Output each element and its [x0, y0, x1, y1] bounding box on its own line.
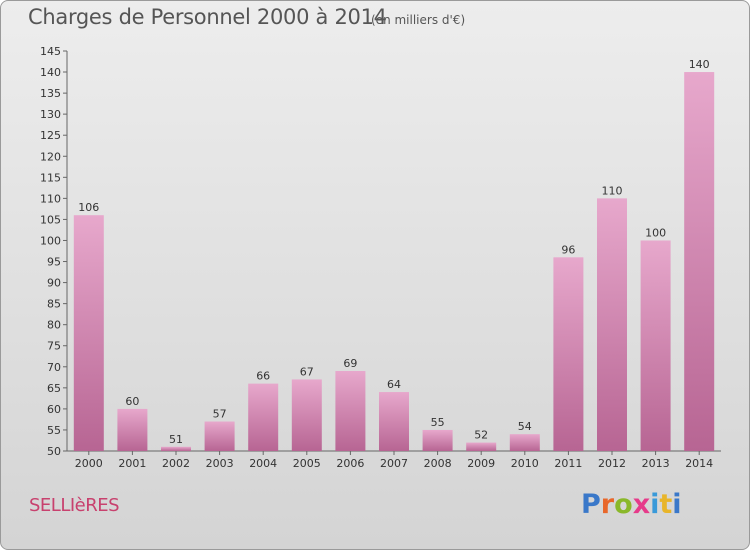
bar-2004	[248, 383, 279, 451]
y-axis: 50 55 60 65 70 75 80 85 90 95 100 105 110 115 120 125 13…	[40, 45, 68, 458]
brand-logo: Proxiti	[581, 489, 682, 520]
y-tick-label: 125	[40, 129, 61, 142]
y-tick-label: 135	[40, 87, 61, 100]
data-label-2011: 96	[561, 243, 575, 256]
data-label-2008: 55	[431, 416, 445, 429]
x-tick-label-2009: 2009	[467, 457, 495, 470]
brand-logo-letter: i	[672, 489, 682, 520]
y-tick-label: 105	[40, 213, 61, 226]
y-tick-label: 115	[40, 171, 61, 184]
y-tick-label: 85	[47, 298, 61, 311]
bar-2002	[161, 446, 191, 451]
data-label-2014: 140	[689, 58, 710, 71]
brand-logo-letter: t	[659, 489, 673, 520]
brand-logo-letter: r	[600, 489, 615, 520]
x-tick-label-2007: 2007	[380, 457, 408, 470]
y-tick-label: 120	[40, 150, 61, 163]
bar-2010	[509, 434, 540, 451]
y-tick-label: 55	[47, 424, 61, 437]
y-tick-label: 100	[40, 234, 61, 247]
y-tick-label: 75	[47, 340, 61, 353]
data-label-2013: 100	[645, 226, 666, 239]
y-tick-label: 140	[40, 66, 61, 79]
brand-logo-letter: o	[614, 489, 633, 520]
y-tick-label: 80	[47, 319, 61, 332]
bar-2000	[73, 215, 104, 451]
y-tick-label: 110	[40, 192, 61, 205]
x-tick-label-2006: 2006	[336, 457, 364, 470]
x-tick-label-2005: 2005	[293, 457, 321, 470]
data-label-2003: 57	[213, 408, 227, 421]
x-tick-label-2012: 2012	[598, 457, 626, 470]
y-tick-label: 145	[40, 45, 61, 58]
brand-logo-letter: x	[632, 489, 651, 520]
bar-2003	[204, 421, 235, 451]
x-tick-label-2001: 2001	[118, 457, 146, 470]
data-label-2009: 52	[474, 429, 488, 442]
bar-2007	[379, 392, 409, 451]
y-tick-label: 130	[40, 108, 61, 121]
brand-logo-letter: i	[650, 489, 660, 520]
x-axis: 2000 2001 2002 2003 2004 2005 2006 2007 2008 2009…	[67, 450, 721, 470]
x-tick-label-2000: 2000	[75, 457, 103, 470]
commune-name: SELLIèRES	[29, 495, 120, 516]
chart-subtitle: (en milliers d'€)	[371, 13, 466, 27]
x-tick-label-2011: 2011	[554, 457, 582, 470]
x-tick-label-2008: 2008	[424, 457, 452, 470]
bar-2009	[466, 442, 497, 451]
data-label-2002: 51	[169, 433, 183, 446]
data-label-2006: 69	[343, 357, 357, 370]
data-label-2005: 67	[300, 365, 314, 378]
data-label-2001: 60	[125, 395, 139, 408]
x-tick-label-2004: 2004	[249, 457, 277, 470]
x-tick-label-2013: 2013	[642, 457, 670, 470]
y-tick-label: 50	[47, 445, 61, 458]
y-tick-label: 60	[47, 403, 61, 416]
brand-logo-letter: P	[581, 489, 601, 520]
y-tick-label: 95	[47, 256, 61, 269]
data-label-2012: 110	[602, 184, 623, 197]
chart-title: Charges de Personnel 2000 à 2014	[28, 5, 387, 29]
x-tick-label-2002: 2002	[162, 457, 190, 470]
bar-2001	[117, 408, 148, 451]
data-labels: 106 60 51 57 66 67 69 64 55 52 54 96 110 100 140	[78, 58, 709, 446]
x-tick-label-2010: 2010	[511, 457, 539, 470]
bar-2008	[422, 429, 453, 451]
x-tick-label-2014: 2014	[685, 457, 713, 470]
x-tick-label-2003: 2003	[206, 457, 234, 470]
y-tick-label: 70	[47, 361, 61, 374]
bar-2012	[597, 198, 627, 451]
bar-2006	[335, 371, 366, 451]
bars	[73, 72, 715, 451]
data-label-2007: 64	[387, 378, 401, 391]
bar-2011	[553, 257, 584, 451]
y-tick-label: 65	[47, 382, 61, 395]
bar-2013	[640, 240, 671, 451]
data-label-2000: 106	[78, 201, 99, 214]
y-tick-label: 90	[47, 277, 61, 290]
data-label-2010: 54	[518, 420, 532, 433]
data-label-2004: 66	[256, 370, 270, 383]
bar-2005	[291, 379, 322, 451]
bar-2014	[684, 72, 715, 451]
